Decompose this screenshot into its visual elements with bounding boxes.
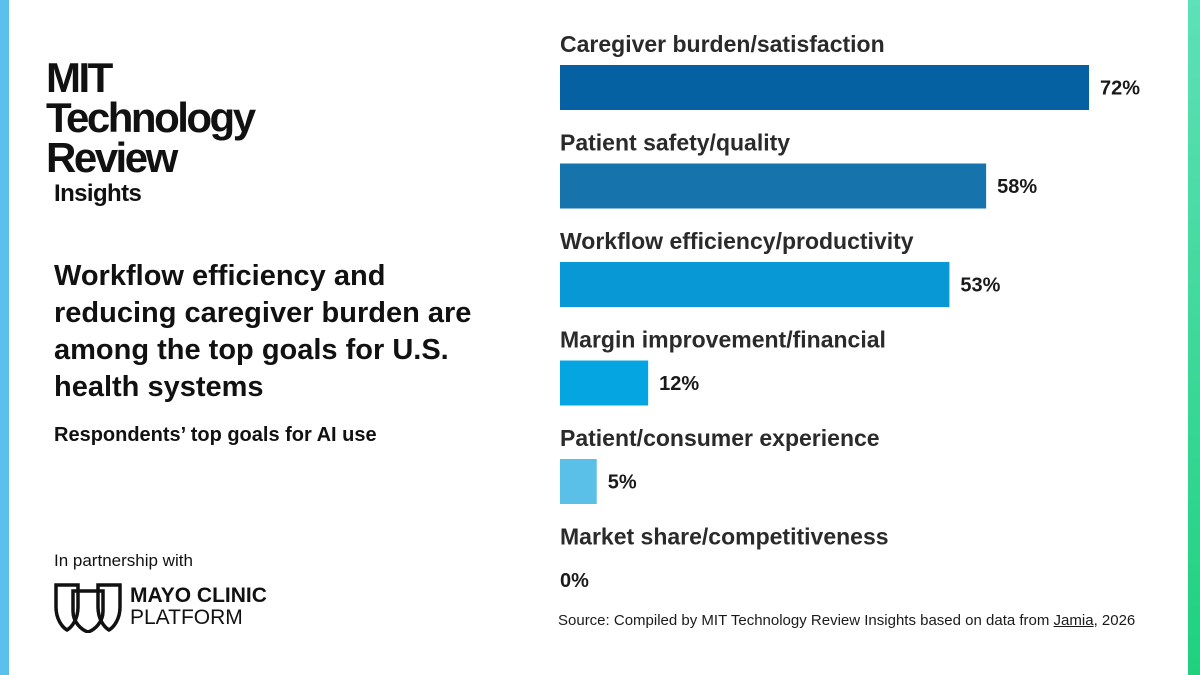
source-note: Source: Compiled by MIT Technology Revie… bbox=[558, 612, 1135, 629]
headline: Workflow efficiency and reducing caregiv… bbox=[54, 260, 472, 403]
category-label: Margin improvement/financial bbox=[560, 327, 886, 353]
brand-line-1: MIT bbox=[46, 54, 113, 101]
value-label: 12% bbox=[659, 373, 699, 395]
value-label: 5% bbox=[608, 472, 637, 494]
partner-name: MAYO CLINIC bbox=[130, 584, 267, 607]
brand-sub: Insights bbox=[54, 180, 142, 207]
bar bbox=[560, 360, 649, 406]
value-label: 0% bbox=[560, 570, 589, 592]
source-suffix: , 2026 bbox=[1093, 612, 1136, 629]
brand-line-3: Review bbox=[46, 134, 178, 181]
category-label: Caregiver burden/satisfaction bbox=[560, 31, 885, 57]
category-label: Patient/consumer experience bbox=[560, 425, 880, 451]
source-prefix: Source: Compiled by MIT Technology Revie… bbox=[558, 612, 1054, 629]
value-label: 58% bbox=[997, 176, 1037, 198]
category-label: Workflow efficiency/productivity bbox=[560, 228, 914, 254]
right-accent-bar bbox=[1188, 0, 1200, 675]
category-label: Patient safety/quality bbox=[560, 130, 790, 156]
mit-technology-review-logo: MIT Technology Review Insights bbox=[46, 54, 256, 208]
bar bbox=[560, 459, 597, 504]
bar bbox=[560, 262, 950, 307]
value-label: 53% bbox=[960, 275, 1000, 297]
source-link[interactable]: Jamia bbox=[1053, 612, 1094, 629]
partner-logo-block: MAYO CLINIC PLATFORM bbox=[54, 581, 267, 633]
value-label: 72% bbox=[1100, 78, 1140, 100]
bar bbox=[560, 65, 1089, 110]
left-accent-bar bbox=[0, 0, 9, 675]
bar bbox=[560, 163, 987, 209]
mayo-clinic-shield-icon bbox=[54, 583, 122, 633]
partner-label: In partnership with bbox=[54, 551, 193, 570]
subhead: Respondents’ top goals for AI use bbox=[54, 424, 377, 446]
category-label: Market share/competitiveness bbox=[560, 524, 889, 550]
brand-line-2: Technology bbox=[46, 94, 256, 141]
partner-sub: PLATFORM bbox=[130, 606, 243, 629]
